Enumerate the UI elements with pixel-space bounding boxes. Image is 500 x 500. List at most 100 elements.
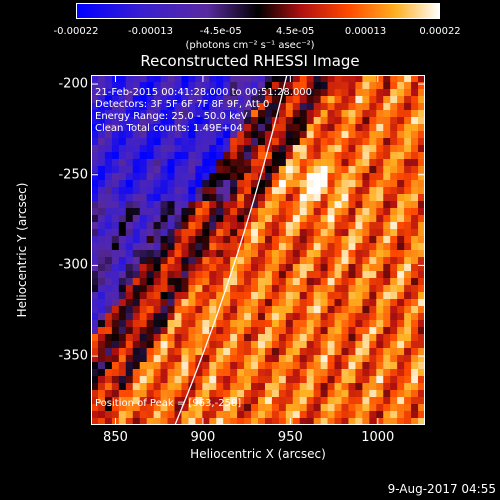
- heatmap-cell: [230, 418, 238, 425]
- heatmap-cell: [139, 201, 147, 209]
- heatmap-cell: [132, 166, 141, 174]
- heatmap-cell: [174, 257, 182, 265]
- heatmap-cell: [376, 257, 384, 265]
- heatmap-cell: [167, 208, 175, 216]
- heatmap-cell: [167, 159, 175, 167]
- heatmap-cell: [125, 117, 134, 125]
- heatmap-cell: [174, 173, 182, 181]
- heatmap-cell: [348, 257, 356, 265]
- heatmap-cell: [111, 180, 120, 188]
- heatmap-cell: [334, 299, 342, 307]
- heatmap-cell: [146, 362, 154, 370]
- heatmap-cell: [320, 285, 328, 293]
- heatmap-cell: [146, 404, 154, 412]
- heatmap-cell: [209, 110, 217, 118]
- heatmap-cell: [292, 320, 301, 328]
- heatmap-cell: [355, 82, 363, 90]
- heatmap-cell: [369, 152, 377, 160]
- heatmap-cell: [376, 362, 384, 370]
- heatmap-cell: [139, 257, 147, 265]
- heatmap-cell: [285, 215, 294, 223]
- heatmap-cell: [285, 159, 294, 167]
- heatmap-cell: [271, 369, 280, 377]
- heatmap-cell: [320, 75, 328, 83]
- heatmap-cell: [278, 292, 287, 300]
- heatmap-cell: [97, 145, 106, 153]
- heatmap-cell: [216, 117, 224, 125]
- heatmap-cell: [181, 320, 189, 328]
- heatmap-cell: [355, 96, 363, 104]
- heatmap-cell: [292, 229, 301, 237]
- heatmap-cell: [118, 194, 127, 202]
- heatmap-cell: [139, 187, 147, 195]
- heatmap-cell: [264, 278, 273, 286]
- heatmap-cell: [334, 110, 342, 118]
- heatmap-cell: [202, 166, 210, 174]
- heatmap-cell: [202, 334, 210, 342]
- heatmap-cell: [278, 152, 287, 160]
- heatmap-cell: [223, 390, 231, 398]
- heatmap-cell: [244, 306, 252, 314]
- heatmap-cell: [132, 334, 141, 342]
- heatmap-cell: [216, 383, 224, 391]
- heatmap-cell: [195, 404, 203, 412]
- heatmap-cell: [306, 152, 314, 160]
- heatmap-cell: [111, 362, 120, 370]
- heatmap-cell: [320, 222, 328, 230]
- heatmap-cell: [397, 250, 405, 258]
- heatmap-cell: [188, 201, 196, 209]
- heatmap-cell: [174, 404, 182, 412]
- heatmap-cell: [264, 264, 273, 272]
- heatmap-cell: [285, 320, 294, 328]
- heatmap-cell: [104, 264, 113, 272]
- heatmap-cell: [369, 173, 377, 181]
- heatmap-cell: [292, 257, 301, 265]
- heatmap-cell: [230, 383, 238, 391]
- heatmap-cell: [292, 334, 301, 342]
- heatmap-cell: [355, 313, 363, 321]
- heatmap-cell: [139, 285, 147, 293]
- heatmap-cell: [313, 362, 321, 370]
- heatmap-cell: [292, 418, 301, 425]
- heatmap-cell: [418, 299, 425, 307]
- heatmap-cell: [125, 75, 134, 83]
- heatmap-cell: [202, 194, 210, 202]
- heatmap-cell: [251, 306, 259, 314]
- heatmap-cell: [348, 159, 356, 167]
- heatmap-cell: [188, 194, 196, 202]
- heatmap-cell: [271, 110, 280, 118]
- heatmap-cell: [167, 390, 175, 398]
- heatmap-cell: [258, 362, 266, 370]
- heatmap-cell: [91, 96, 99, 104]
- heatmap-cell: [404, 390, 412, 398]
- heatmap-cell: [230, 138, 238, 146]
- heatmap-cell: [376, 124, 384, 132]
- heatmap-cell: [285, 236, 294, 244]
- heatmap-cell: [327, 285, 335, 293]
- heatmap-cell: [348, 369, 356, 377]
- heatmap-cell: [411, 411, 419, 419]
- heatmap-cell: [91, 285, 99, 293]
- heatmap-cell: [376, 355, 384, 363]
- heatmap-cell: [237, 89, 245, 97]
- heatmap-cell: [285, 418, 294, 425]
- heatmap-cell: [397, 117, 405, 125]
- heatmap-cell: [111, 166, 120, 174]
- heatmap-cell: [411, 327, 419, 335]
- heatmap-cell: [355, 103, 363, 111]
- heatmap-cell: [334, 362, 342, 370]
- heatmap-cell: [278, 327, 287, 335]
- heatmap-cell: [306, 369, 314, 377]
- heatmap-cell: [251, 131, 259, 139]
- heatmap-cell: [369, 313, 377, 321]
- heatmap-cell: [271, 236, 280, 244]
- heatmap-cell: [132, 96, 141, 104]
- heatmap-cell: [216, 229, 224, 237]
- heatmap-cell: [320, 152, 328, 160]
- heatmap-cell: [258, 313, 266, 321]
- heatmap-cell: [174, 215, 182, 223]
- heatmap-cell: [306, 390, 314, 398]
- heatmap-cell: [181, 131, 189, 139]
- heatmap-cell: [383, 131, 391, 139]
- heatmap-cell: [299, 271, 308, 279]
